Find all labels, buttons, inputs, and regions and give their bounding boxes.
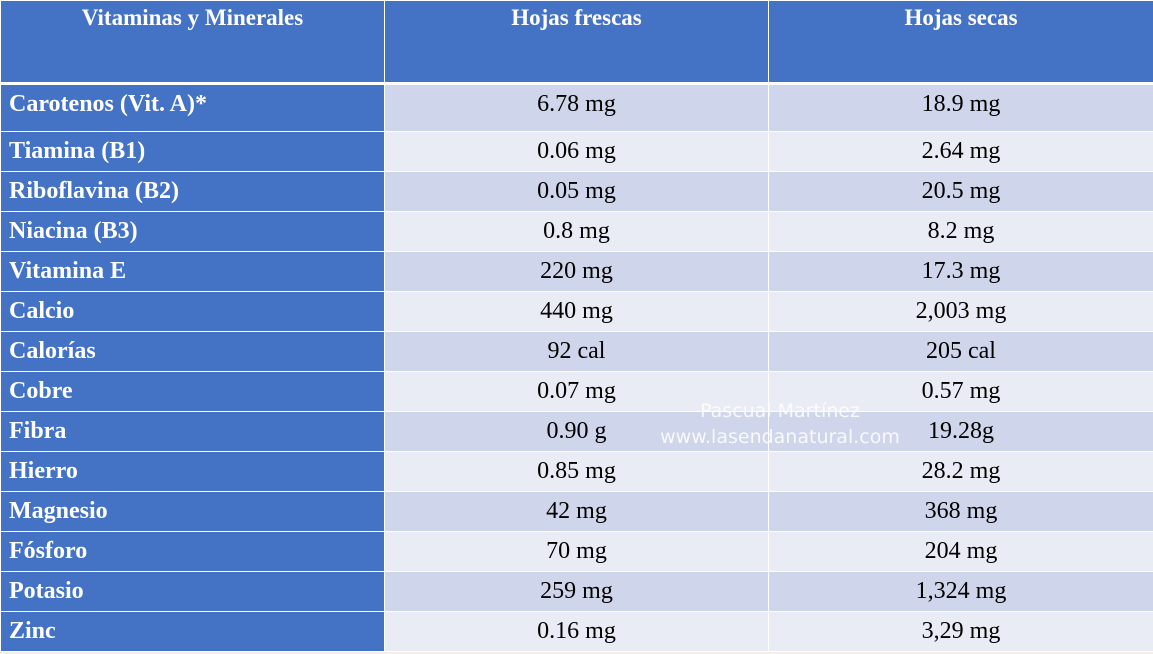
nutrient-name: Carotenos (Vit. A)* <box>0 83 385 132</box>
nutrient-name: Magnesio <box>0 491 385 532</box>
fresh-value: 220 mg <box>384 251 769 292</box>
table-row: Fibra 0.90 g 19.28g <box>0 411 1153 452</box>
nutrient-name: Calcio <box>0 291 385 332</box>
table-header-row: Vitaminas y Minerales Hojas frescas Hoja… <box>0 0 1153 84</box>
table-row: Calcio 440 mg 2,003 mg <box>0 291 1153 332</box>
dry-value: 18.9 mg <box>768 83 1153 132</box>
nutrient-name: Hierro <box>0 451 385 492</box>
table-row: Zinc 0.16 mg 3,29 mg <box>0 611 1153 652</box>
fresh-value: 0.85 mg <box>384 451 769 492</box>
fresh-value: 440 mg <box>384 291 769 332</box>
table-row: Niacina (B3) 0.8 mg 8.2 mg <box>0 211 1153 252</box>
table-row: Fósforo 70 mg 204 mg <box>0 531 1153 572</box>
table-row: Vitamina E 220 mg 17.3 mg <box>0 251 1153 292</box>
fresh-value: 0.8 mg <box>384 211 769 252</box>
nutrient-name: Cobre <box>0 371 385 412</box>
fresh-value: 70 mg <box>384 531 769 572</box>
dry-value: 2.64 mg <box>768 131 1153 172</box>
fresh-value: 0.06 mg <box>384 131 769 172</box>
dry-value: 368 mg <box>768 491 1153 532</box>
fresh-value: 6.78 mg <box>384 83 769 132</box>
dry-value: 204 mg <box>768 531 1153 572</box>
dry-value: 1,324 mg <box>768 571 1153 612</box>
nutrient-name: Niacina (B3) <box>0 211 385 252</box>
nutrient-name: Zinc <box>0 611 385 652</box>
table-row: Carotenos (Vit. A)* 6.78 mg 18.9 mg <box>0 83 1153 132</box>
dry-value: 28.2 mg <box>768 451 1153 492</box>
dry-value: 17.3 mg <box>768 251 1153 292</box>
fresh-value: 92 cal <box>384 331 769 372</box>
fresh-value: 0.07 mg <box>384 371 769 412</box>
table-row: Hierro 0.85 mg 28.2 mg <box>0 451 1153 492</box>
nutrient-name: Fósforo <box>0 531 385 572</box>
fresh-value: 42 mg <box>384 491 769 532</box>
column-header-dry-leaves: Hojas secas <box>768 0 1153 84</box>
table-row: Magnesio 42 mg 368 mg <box>0 491 1153 532</box>
fresh-value: 0.05 mg <box>384 171 769 212</box>
dry-value: 19.28g <box>768 411 1153 452</box>
table-row: Cobre 0.07 mg 0.57 mg <box>0 371 1153 412</box>
fresh-value: 0.16 mg <box>384 611 769 652</box>
column-header-fresh-leaves: Hojas frescas <box>384 0 769 84</box>
table-row: Calorías 92 cal 205 cal <box>0 331 1153 372</box>
nutrient-name: Calorías <box>0 331 385 372</box>
table-row: Tiamina (B1) 0.06 mg 2.64 mg <box>0 131 1153 172</box>
dry-value: 3,29 mg <box>768 611 1153 652</box>
nutrient-name: Fibra <box>0 411 385 452</box>
nutrient-name: Tiamina (B1) <box>0 131 385 172</box>
dry-value: 8.2 mg <box>768 211 1153 252</box>
table-row: Potasio 259 mg 1,324 mg <box>0 571 1153 612</box>
dry-value: 0.57 mg <box>768 371 1153 412</box>
fresh-value: 0.90 g <box>384 411 769 452</box>
nutrient-name: Vitamina E <box>0 251 385 292</box>
dry-value: 20.5 mg <box>768 171 1153 212</box>
dry-value: 205 cal <box>768 331 1153 372</box>
table-row: Riboflavina (B2) 0.05 mg 20.5 mg <box>0 171 1153 212</box>
nutrient-name: Potasio <box>0 571 385 612</box>
fresh-value: 259 mg <box>384 571 769 612</box>
nutrient-name: Riboflavina (B2) <box>0 171 385 212</box>
column-header-nutrient: Vitaminas y Minerales <box>0 0 385 84</box>
dry-value: 2,003 mg <box>768 291 1153 332</box>
